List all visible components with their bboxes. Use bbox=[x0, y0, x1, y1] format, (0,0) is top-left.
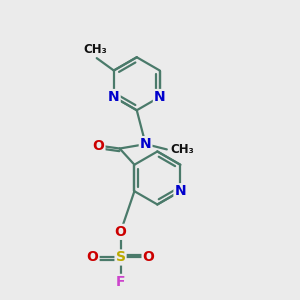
Text: N: N bbox=[175, 184, 186, 198]
Text: F: F bbox=[116, 275, 125, 289]
Text: CH₃: CH₃ bbox=[83, 44, 107, 56]
Text: N: N bbox=[140, 137, 152, 151]
Text: O: O bbox=[93, 139, 104, 153]
Text: S: S bbox=[116, 250, 126, 265]
Text: O: O bbox=[115, 225, 127, 239]
Text: N: N bbox=[108, 90, 120, 104]
Text: O: O bbox=[142, 250, 154, 265]
Text: CH₃: CH₃ bbox=[170, 143, 194, 156]
Text: O: O bbox=[87, 250, 98, 265]
Text: N: N bbox=[154, 90, 166, 104]
